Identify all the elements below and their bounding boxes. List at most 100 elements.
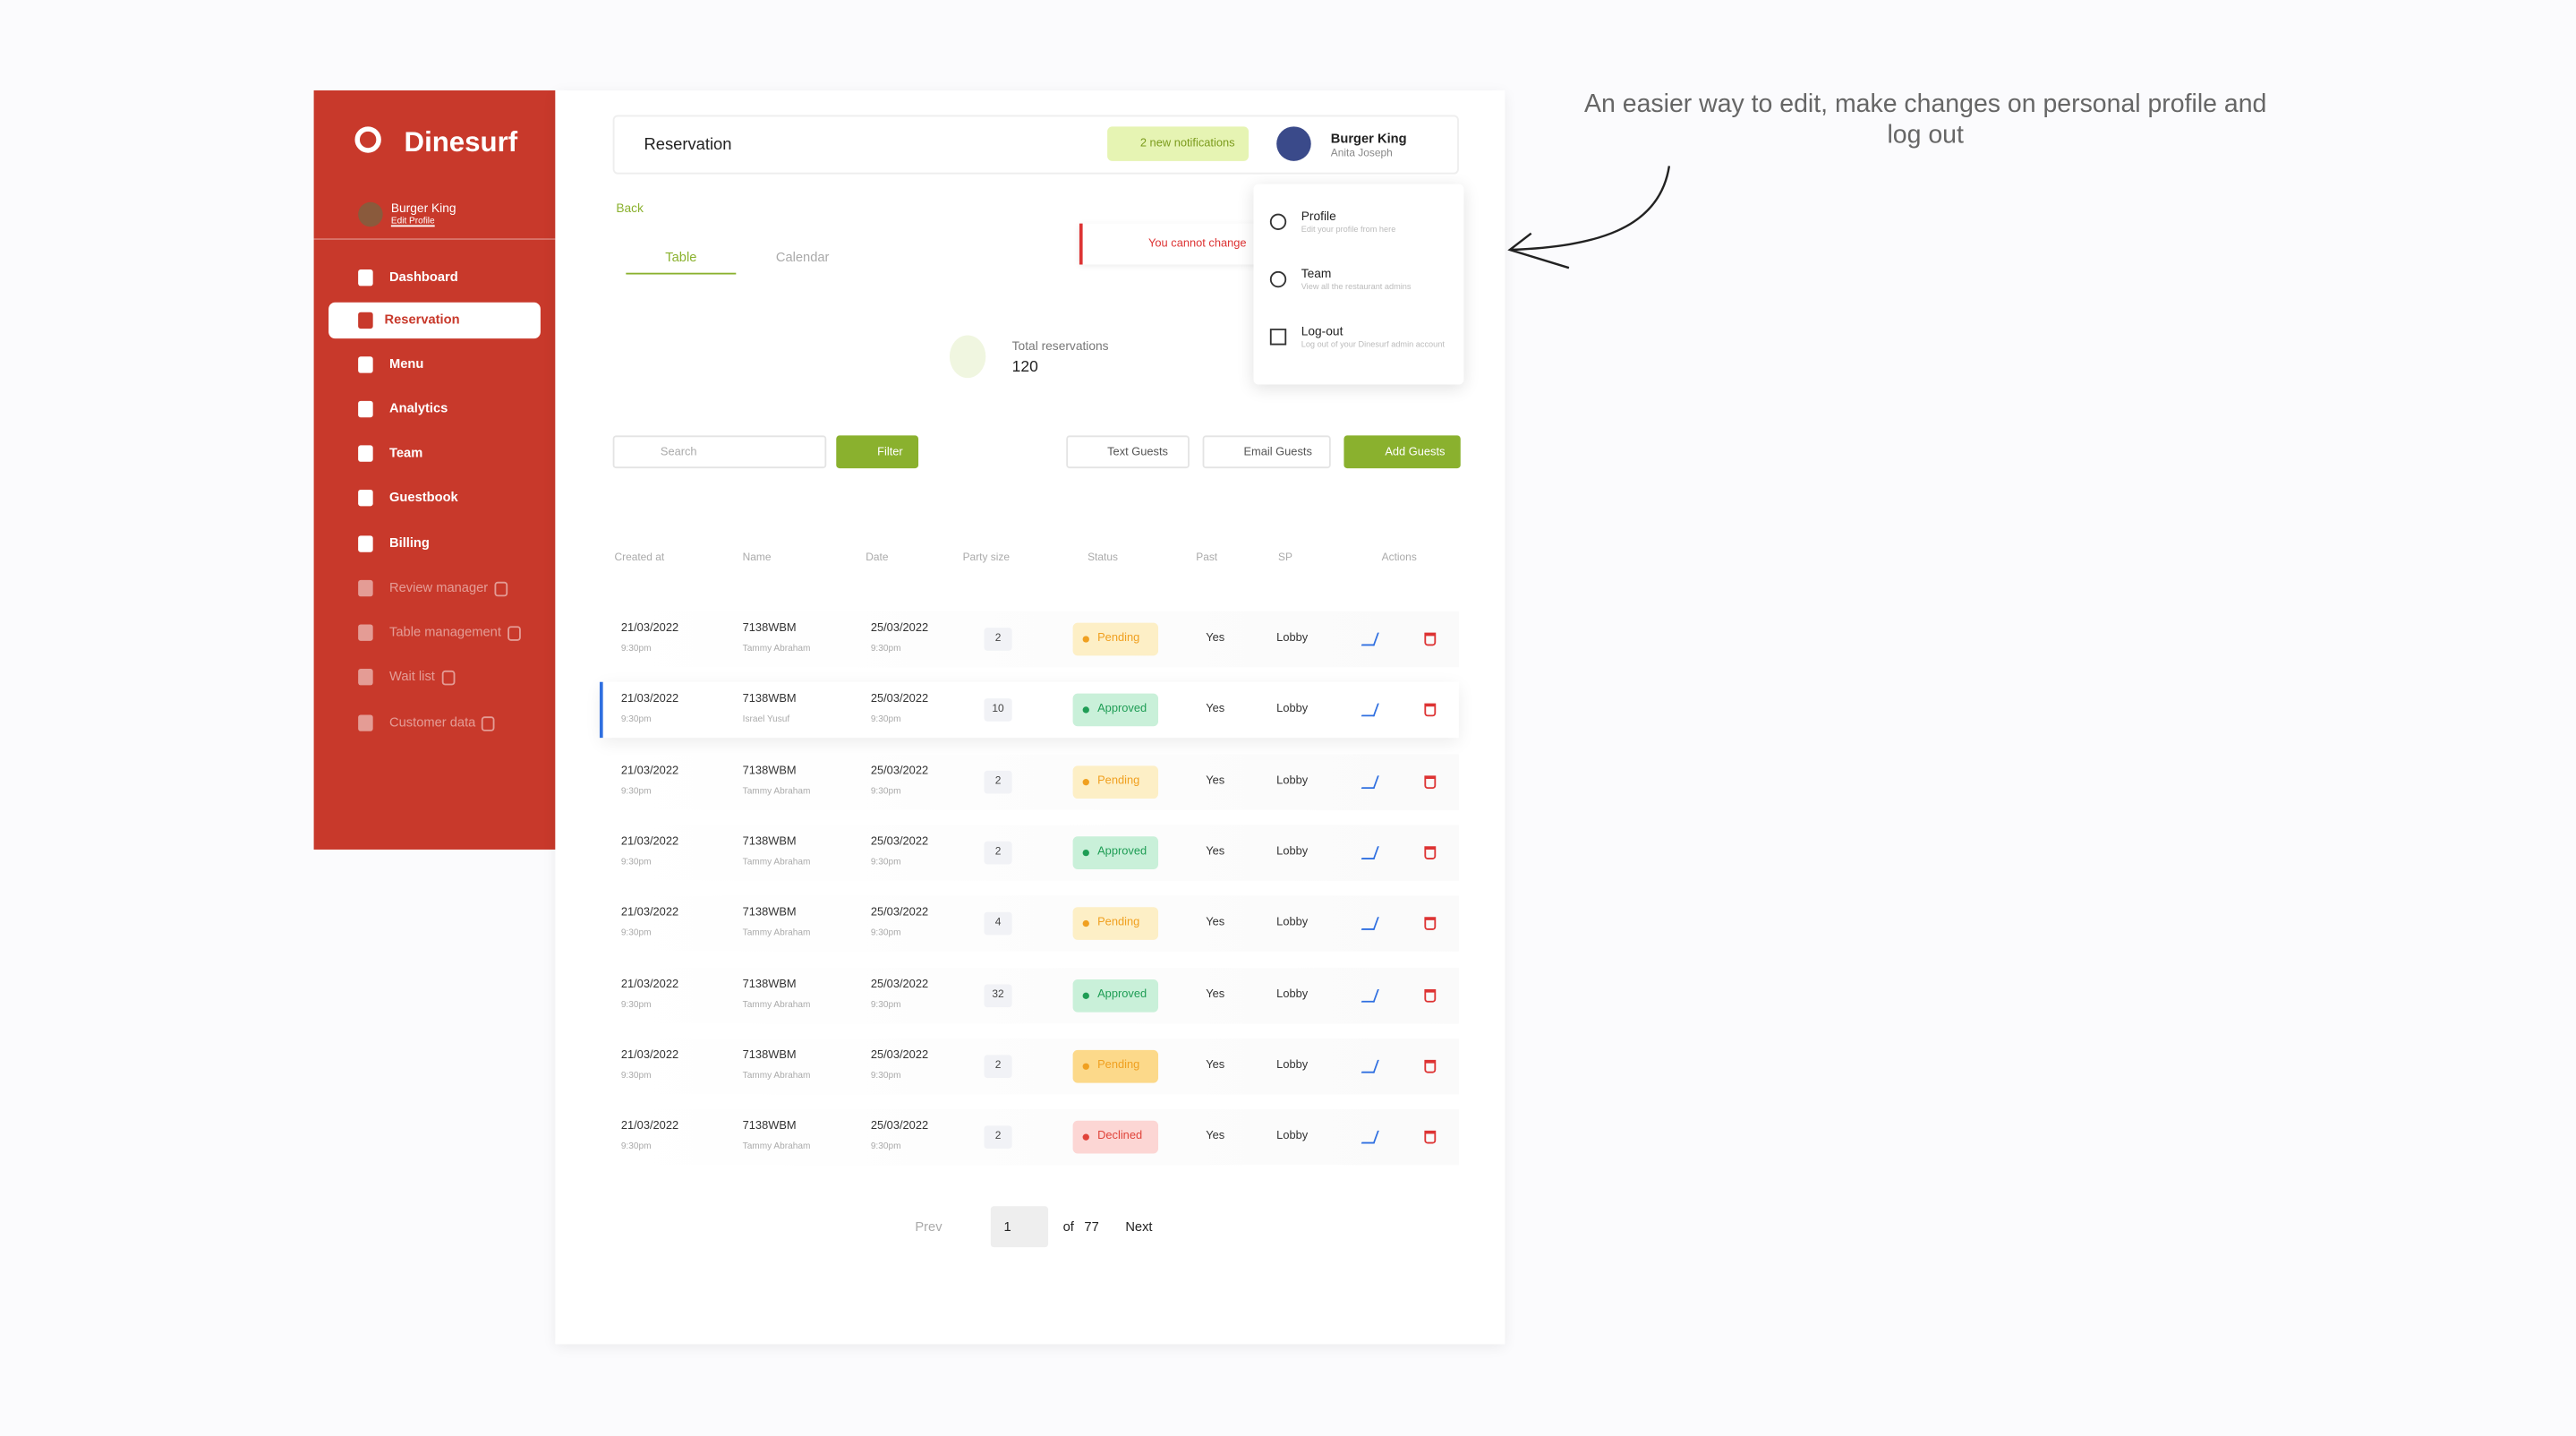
delete-action[interactable]: [1424, 774, 1437, 789]
dropdown-desc: View all the restaurant admins: [1301, 282, 1412, 293]
nav-icon: [358, 400, 373, 418]
cell-created: 21/03/2022: [620, 765, 679, 777]
delete-action[interactable]: [1424, 917, 1437, 931]
column-header[interactable]: SP: [1278, 551, 1292, 564]
nav-item[interactable]: Analytics: [389, 400, 448, 416]
row-bg: [610, 895, 1459, 953]
row-bg: [610, 611, 1459, 668]
nav-item[interactable]: Table management: [389, 624, 501, 640]
back[interactable]: Back: [616, 200, 644, 216]
cell-code: 7138WBM: [742, 694, 797, 705]
column-header[interactable]: Party size: [962, 551, 1011, 564]
status-dot: [1082, 991, 1089, 999]
nav-item[interactable]: Billing: [389, 535, 430, 551]
cell-guest: Tammy Abraham: [742, 857, 811, 868]
nav-item[interactable]: Menu: [389, 356, 424, 372]
delete-action[interactable]: [1424, 632, 1437, 646]
dropdown-title[interactable]: Log-out: [1301, 323, 1343, 339]
total-pages: 77: [1084, 1218, 1099, 1235]
cell-created: 21/03/2022: [620, 622, 679, 635]
nav-item[interactable]: Team: [389, 445, 423, 460]
toolbar-search[interactable]: Search: [612, 435, 827, 469]
cell-date: 25/03/2022: [870, 694, 929, 705]
cell-party: 10: [984, 698, 1012, 722]
column-header[interactable]: Status: [1088, 551, 1118, 564]
cell-created-time: 9:30pm: [620, 714, 652, 726]
header-bar: [612, 115, 1459, 175]
delete-action[interactable]: [1424, 704, 1437, 717]
cell-sp: Lobby: [1276, 632, 1309, 645]
prev[interactable]: Prev: [915, 1218, 943, 1235]
cell-code: 7138WBM: [742, 765, 797, 777]
status-dot: [1082, 706, 1089, 714]
status-dot: [1082, 1063, 1089, 1070]
cell-party: 2: [984, 1125, 1012, 1150]
delete-action[interactable]: [1424, 988, 1437, 1002]
nav-icon: [358, 669, 373, 686]
edit-profile[interactable]: Edit Profile: [390, 217, 435, 227]
delete-action[interactable]: [1424, 1059, 1437, 1073]
nav-item[interactable]: Reservation: [384, 312, 460, 328]
of: of: [1062, 1218, 1074, 1235]
tab[interactable]: Table: [626, 250, 737, 275]
annotation: An easier way to edit, make changes on p…: [1584, 90, 2267, 150]
page[interactable]: 1: [1003, 1218, 1011, 1235]
cell-past: Yes: [1206, 704, 1225, 715]
nav-item[interactable]: Guestbook: [389, 489, 458, 505]
nav-item[interactable]: Wait list: [389, 669, 435, 684]
nav-item[interactable]: Review manager: [389, 579, 489, 595]
cell-created: 21/03/2022: [620, 979, 679, 990]
column-header[interactable]: Created at: [614, 551, 665, 564]
column-header[interactable]: Actions: [1381, 551, 1417, 564]
cell-status: Approved: [1097, 704, 1147, 715]
nav-item[interactable]: Dashboard: [389, 269, 458, 285]
cell-created: 21/03/2022: [620, 907, 679, 919]
row-bg: [610, 1038, 1459, 1095]
column-header[interactable]: Past: [1196, 551, 1218, 564]
nav-icon: [358, 489, 373, 507]
cell-date: 25/03/2022: [870, 979, 929, 990]
cell-guest: Tammy Abraham: [742, 928, 811, 939]
dropdown-icon: [1269, 329, 1287, 346]
cell-date: 25/03/2022: [870, 622, 929, 635]
cell-code: 7138WBM: [742, 907, 797, 919]
cell-code: 7138WBM: [742, 1049, 797, 1062]
cell-created-time: 9:30pm: [620, 786, 652, 797]
dropdown-icon: [1269, 213, 1287, 230]
header-user: Burger King: [1330, 131, 1407, 147]
nav-icon: [358, 535, 373, 552]
notifications[interactable]: 2 new notifications: [1107, 126, 1249, 161]
page-select: [990, 1206, 1049, 1248]
avatar: [358, 201, 383, 227]
row-highlight: [601, 682, 1459, 739]
nav-icon: [358, 579, 373, 597]
status-dot: [1082, 778, 1089, 785]
cell-created: 21/03/2022: [620, 694, 679, 705]
dropdown: [1253, 184, 1464, 385]
column-header[interactable]: Name: [742, 551, 772, 564]
status-dot: [1082, 849, 1089, 857]
cell-status: Pending: [1097, 774, 1140, 787]
tab[interactable]: Calendar: [775, 249, 830, 265]
column-header[interactable]: Date: [866, 551, 889, 564]
delete-action[interactable]: [1424, 846, 1437, 859]
cell-created: 21/03/2022: [620, 836, 679, 848]
toolbar-filter[interactable]: Filter: [836, 435, 919, 469]
toolbar-add[interactable]: Add Guests: [1343, 435, 1461, 469]
toolbar-email[interactable]: Email Guests: [1202, 435, 1331, 469]
cell-party: 32: [984, 983, 1012, 1007]
cell-sp: Lobby: [1276, 1130, 1309, 1142]
dropdown-title[interactable]: Profile: [1301, 209, 1336, 224]
next[interactable]: Next: [1125, 1218, 1153, 1235]
cell-created-time: 9:30pm: [620, 1141, 652, 1152]
cell-guest: Tammy Abraham: [742, 644, 811, 654]
cell-created-time: 9:30pm: [620, 999, 652, 1010]
divider: [313, 238, 556, 240]
cell-code: 7138WBM: [742, 622, 797, 635]
nav-item[interactable]: Customer data: [389, 714, 476, 730]
delete-action[interactable]: [1424, 1130, 1437, 1144]
toolbar-text[interactable]: Text Guests: [1066, 435, 1190, 469]
dropdown-title[interactable]: Team: [1301, 266, 1332, 281]
cell-created-time: 9:30pm: [620, 644, 652, 654]
